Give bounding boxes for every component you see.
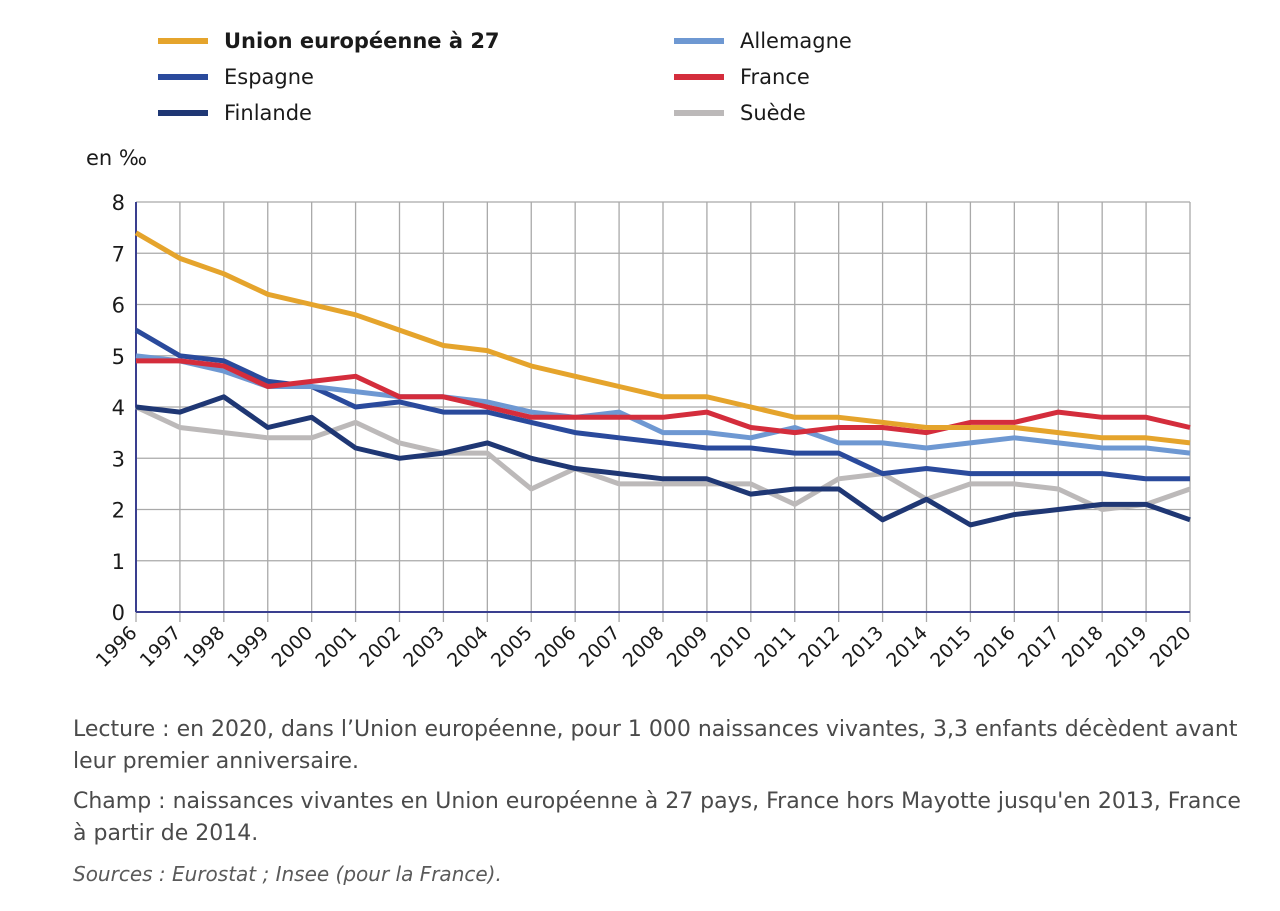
legend-swatch-allemagne	[674, 38, 724, 44]
legend-swatch-finlande	[158, 110, 208, 116]
y-axis-unit-label: en ‰	[86, 146, 148, 170]
legend-label-allemagne: Allemagne	[740, 29, 852, 53]
legend-item-espagne: Espagne	[158, 62, 314, 92]
y-tick-label: 2	[112, 499, 125, 523]
legend-item-allemagne: Allemagne	[674, 26, 852, 56]
legend-label-espagne: Espagne	[224, 65, 314, 89]
note-sources: Sources : Eurostat ; Insee (pour la Fran…	[73, 862, 502, 886]
y-tick-label: 0	[112, 601, 125, 625]
x-tick-label: 2005	[487, 622, 537, 672]
legend-label-ue27: Union européenne à 27	[224, 29, 500, 53]
series-line-union-europeenne-a-27	[134, 230, 1191, 446]
x-tick-label: 2000	[267, 622, 317, 672]
y-tick-label: 7	[112, 242, 125, 266]
series-line-suede	[134, 404, 1191, 512]
y-tick-label: 3	[112, 447, 125, 471]
series-line-finlande	[135, 394, 1191, 528]
x-tick-label: 1999	[224, 622, 274, 672]
grid	[135, 201, 1191, 622]
legend-label-finlande: Finlande	[224, 101, 312, 125]
x-tick-label: 2020	[1146, 622, 1196, 672]
x-tick-label: 2003	[399, 622, 449, 672]
note-champ: Champ : naissances vivantes en Union eur…	[73, 789, 1241, 846]
x-tick-label: 2006	[531, 622, 581, 672]
x-tick-label: 1996	[92, 622, 142, 672]
x-tick-label: 2016	[970, 622, 1020, 672]
y-tick-label: 6	[112, 294, 125, 318]
series-lines	[134, 230, 1191, 528]
legend-item-finlande: Finlande	[158, 98, 312, 128]
note-lecture: Lecture : en 2020, dans l’Union européen…	[73, 717, 1238, 774]
line-chart: 0123456781996199719981999200020012002200…	[92, 191, 1196, 672]
chart-notes: Lecture : en 2020, dans l’Union européen…	[73, 714, 1253, 898]
legend-item-france: France	[674, 62, 810, 92]
legend-swatch-france	[674, 74, 724, 80]
legend-item-ue27: Union européenne à 27	[158, 26, 500, 56]
x-tick-label: 2008	[619, 622, 669, 672]
legend-swatch-suede	[674, 110, 724, 116]
x-tick-label: 2017	[1014, 622, 1064, 672]
x-tick-label: 1998	[180, 622, 230, 672]
x-tick-label: 2002	[355, 622, 405, 672]
x-tick-label: 2019	[1102, 622, 1152, 672]
x-tick-label: 2013	[838, 622, 888, 672]
y-tick-label: 5	[112, 345, 125, 369]
x-tick-label: 2014	[882, 622, 932, 672]
legend-label-suede: Suède	[740, 101, 806, 125]
x-tick-label: 2007	[575, 622, 625, 672]
legend-swatch-espagne	[158, 74, 208, 80]
x-tick-label: 2015	[926, 622, 976, 672]
legend-item-suede: Suède	[674, 98, 806, 128]
series-line-france	[136, 358, 1191, 436]
x-tick-label: 2009	[663, 622, 713, 672]
y-tick-label: 4	[112, 396, 125, 420]
y-tick-label: 8	[112, 191, 125, 215]
legend-swatch-ue27	[158, 38, 208, 44]
x-tick-label: 1997	[136, 622, 186, 672]
series-line-allemagne	[135, 353, 1191, 456]
y-tick-label: 1	[112, 550, 125, 574]
x-tick-label: 2001	[311, 622, 361, 672]
legend-label-france: France	[740, 65, 810, 89]
chart-legend: Union européenne à 27 Espagne Finlande A…	[158, 26, 878, 136]
x-tick-label: 2011	[751, 622, 801, 672]
x-tick-label: 2004	[443, 622, 493, 672]
x-tick-label: 2018	[1058, 622, 1108, 672]
x-tick-label: 2010	[707, 622, 757, 672]
x-tick-label: 2012	[794, 622, 844, 672]
